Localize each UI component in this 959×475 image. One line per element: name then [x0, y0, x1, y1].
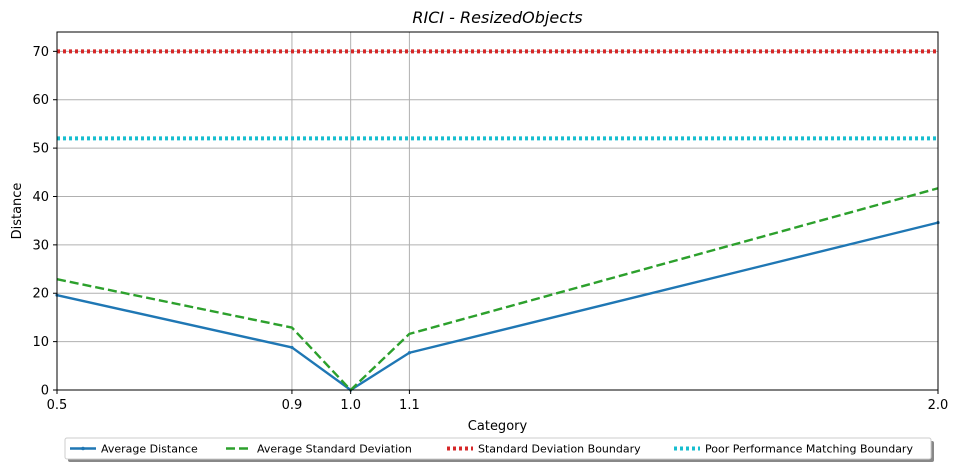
chart-title: RICI - ResizedObjects [412, 8, 582, 27]
y-tick-label: 30 [32, 238, 49, 253]
axis-ticks: 0 10 20 30 40 50 60 70 0.5 0.9 1.0 1.1 2.0 [32, 45, 948, 413]
x-tick-label: 0.9 [282, 398, 303, 413]
legend-marker [81, 446, 85, 451]
y-tick-label: 70 [32, 45, 49, 60]
y-axis-label: Distance [10, 183, 25, 240]
data-point [407, 351, 411, 355]
legend: Average Distance Average Standard Deviati… [64, 437, 934, 462]
x-tick-label: 1.1 [399, 398, 420, 413]
y-tick-label: 0 [41, 384, 49, 399]
x-tick-label: 1.0 [340, 398, 361, 413]
legend-label: Standard Deviation Boundary [478, 443, 641, 456]
legend-label: Average Standard Deviation [257, 443, 412, 456]
legend-box [64, 437, 932, 460]
y-tick-label: 10 [32, 335, 49, 350]
x-tick-label: 0.5 [47, 398, 68, 413]
y-tick-label: 20 [32, 287, 49, 302]
x-tick-label: 2.0 [928, 398, 949, 413]
y-tick-label: 60 [32, 93, 49, 108]
y-tick-label: 50 [32, 142, 49, 157]
legend-label: Average Distance [101, 443, 198, 456]
x-axis-label: Category [468, 419, 528, 434]
y-tick-label: 40 [32, 190, 49, 205]
legend-label: Poor Performance Matching Boundary [705, 443, 913, 456]
data-point [290, 345, 294, 350]
plot-frame [56, 31, 939, 391]
